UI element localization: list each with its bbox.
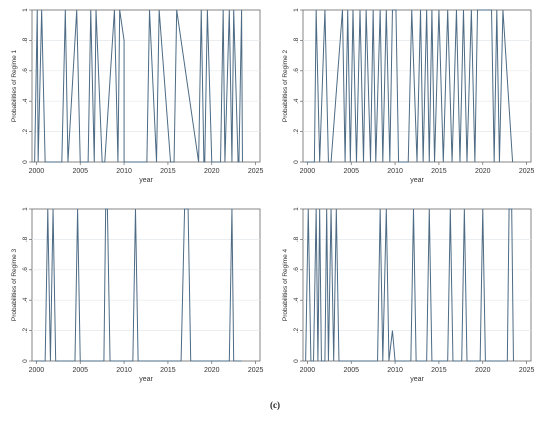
- chart-svg: 0 .2 .4 .6 .8 1 2000 2005 2010 2015 2020 2025 year Pr…: [11, 207, 264, 383]
- y-tick-label: .8: [22, 236, 29, 242]
- x-tick-label: 2015: [431, 367, 447, 374]
- x-tick-label: 2010: [116, 168, 132, 175]
- x-tick-label: 2005: [343, 367, 359, 374]
- y-axis-label: Probabilities of Regime 2: [282, 49, 289, 122]
- chart-svg: 0 .2 .4 .6 .8 1 2000 2005 2010 2015 2020 2025 year Pr…: [282, 8, 535, 184]
- x-tick-label: 2020: [475, 168, 491, 175]
- y-tick-label: .8: [22, 37, 29, 43]
- plot-frame: [31, 208, 261, 362]
- y-tick-label: .4: [22, 98, 29, 104]
- x-tick-label: 2005: [343, 168, 359, 175]
- y-tick-label: .6: [22, 267, 29, 273]
- y-axis-label: Probabilities of Regime 1: [11, 49, 18, 122]
- series-line: [305, 9, 514, 163]
- x-axis-label: year: [410, 177, 424, 184]
- y-tick-label: 1: [293, 8, 300, 12]
- x-tick-label: 2000: [300, 367, 316, 374]
- x-tick-label: 2000: [29, 367, 45, 374]
- y-tick-label: .4: [293, 297, 300, 303]
- x-axis-label: year: [139, 177, 153, 184]
- chart-panel-regime-1: 0 .2 .4 .6 .8 1 2000 2005 2010 2015 2020 2025 year Pr…: [8, 4, 268, 190]
- chart-svg: 0 .2 .4 .6 .8 1 2000 2005 2010 2015 2020 2025 year Pr…: [11, 8, 264, 184]
- figure-caption: (c): [270, 400, 280, 410]
- x-tick-label: 2015: [431, 168, 447, 175]
- x-tick-label: 2025: [248, 367, 264, 374]
- series-line: [305, 208, 514, 362]
- x-tick-label: 2010: [116, 367, 132, 374]
- chart-panel-regime-2: 0 .2 .4 .6 .8 1 2000 2005 2010 2015 2020 2025 year Pr…: [279, 4, 539, 190]
- y-tick-label: .4: [293, 98, 300, 104]
- x-tick-label: 2015: [160, 168, 176, 175]
- x-tick-label: 2000: [29, 168, 45, 175]
- x-tick-label: 2010: [387, 168, 403, 175]
- chart-panel-regime-4: 0 .2 .4 .6 .8 1 2000 2005 2010 2015 2020 2025 year Pr…: [279, 203, 539, 389]
- y-tick-label: 1: [22, 8, 29, 12]
- x-tick-label: 2020: [204, 367, 220, 374]
- y-tick-label: .2: [22, 129, 29, 135]
- y-tick-label: .6: [293, 267, 300, 273]
- y-tick-label: .2: [293, 129, 300, 135]
- x-tick-label: 2015: [160, 367, 176, 374]
- y-tick-label: .8: [293, 236, 300, 242]
- x-tick-label: 2000: [300, 168, 316, 175]
- x-tick-label: 2025: [248, 168, 264, 175]
- y-tick-label: 1: [293, 207, 300, 211]
- x-tick-label: 2005: [72, 168, 88, 175]
- x-tick-label: 2025: [519, 367, 535, 374]
- x-tick-label: 2020: [475, 367, 491, 374]
- series-line: [34, 9, 243, 163]
- x-tick-label: 2005: [72, 367, 88, 374]
- y-tick-label: .6: [293, 68, 300, 74]
- y-tick-label: .8: [293, 37, 300, 43]
- y-tick-label: 0: [293, 160, 300, 164]
- series-line: [34, 208, 242, 362]
- x-tick-label: 2010: [387, 367, 403, 374]
- x-tick-label: 2020: [204, 168, 220, 175]
- x-tick-label: 2025: [519, 168, 535, 175]
- x-axis-label: year: [410, 376, 424, 383]
- chart-svg: 0 .2 .4 .6 .8 1 2000 2005 2010 2015 2020 2025 year Pr…: [282, 207, 535, 383]
- plot-frame: [302, 208, 532, 362]
- y-tick-label: 0: [293, 359, 300, 363]
- y-tick-label: 0: [22, 160, 29, 164]
- y-tick-label: 1: [22, 207, 29, 211]
- x-axis-label: year: [139, 376, 153, 383]
- y-tick-label: .4: [22, 297, 29, 303]
- y-tick-label: .6: [22, 68, 29, 74]
- y-tick-label: .2: [22, 328, 29, 334]
- y-tick-label: .2: [293, 328, 300, 334]
- chart-panel-regime-3: 0 .2 .4 .6 .8 1 2000 2005 2010 2015 2020 2025 year Pr…: [8, 203, 268, 389]
- y-axis-label: Probabilities of Regime 4: [282, 248, 289, 321]
- y-axis-label: Probabilities of Regime 3: [11, 248, 18, 321]
- y-tick-label: 0: [22, 359, 29, 363]
